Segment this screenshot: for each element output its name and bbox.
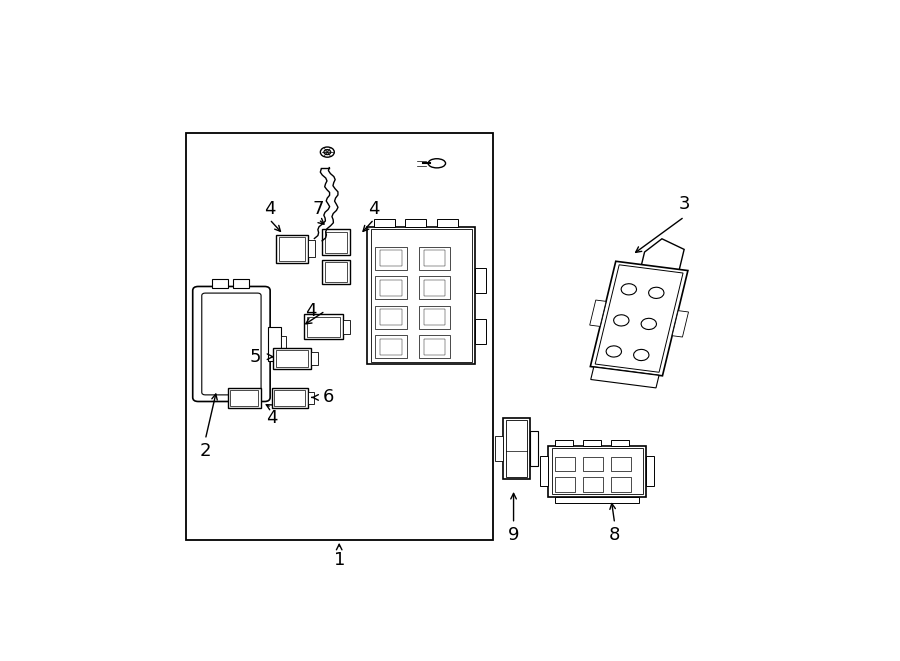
Bar (418, 306, 450, 329)
Circle shape (606, 346, 622, 357)
Bar (381, 251, 402, 266)
Bar (281, 336, 286, 353)
Bar (371, 229, 472, 362)
Bar (611, 477, 631, 492)
Bar (343, 319, 349, 334)
Text: 2: 2 (200, 442, 211, 460)
Bar (268, 327, 281, 361)
Bar (424, 339, 446, 355)
Circle shape (614, 315, 629, 326)
Bar (590, 367, 659, 388)
Bar (555, 457, 575, 471)
Bar (583, 440, 601, 446)
Bar (375, 306, 407, 329)
Bar (552, 448, 643, 494)
Circle shape (649, 288, 664, 298)
Bar (424, 309, 446, 325)
Bar (375, 276, 407, 299)
Text: 9: 9 (508, 526, 519, 544)
Bar (308, 393, 314, 403)
Text: 6: 6 (323, 389, 335, 407)
Bar (418, 247, 450, 270)
Bar (475, 268, 486, 293)
Text: 5: 5 (249, 348, 261, 366)
Bar (583, 477, 603, 492)
Bar (418, 335, 450, 358)
Circle shape (320, 147, 334, 157)
Bar (233, 279, 248, 288)
FancyBboxPatch shape (193, 286, 270, 401)
Circle shape (634, 350, 649, 361)
Bar (307, 317, 340, 337)
Circle shape (324, 149, 331, 155)
Bar (595, 265, 683, 372)
Bar (308, 240, 315, 258)
Bar (274, 390, 305, 406)
Bar (185, 133, 492, 540)
Bar (555, 496, 639, 503)
Bar (228, 388, 261, 408)
Bar (424, 280, 446, 295)
Bar (325, 262, 346, 282)
Circle shape (641, 319, 656, 330)
Bar (273, 348, 311, 369)
Circle shape (621, 284, 636, 295)
Text: 3: 3 (679, 195, 690, 213)
Bar (381, 309, 402, 325)
Bar (475, 319, 486, 344)
Bar (212, 279, 228, 288)
Bar (590, 300, 606, 327)
Bar (367, 227, 475, 364)
Bar (646, 456, 654, 486)
Bar (583, 457, 603, 471)
Bar (276, 235, 308, 262)
Bar (375, 335, 407, 358)
Bar (548, 446, 646, 496)
Text: 8: 8 (609, 526, 620, 544)
Bar (325, 231, 346, 253)
Ellipse shape (428, 159, 446, 168)
Bar (503, 418, 529, 479)
Text: 1: 1 (334, 551, 345, 569)
Bar (540, 456, 548, 486)
FancyBboxPatch shape (202, 293, 261, 395)
Bar (611, 440, 628, 446)
Bar (322, 229, 349, 255)
Bar (418, 276, 450, 299)
Bar (506, 420, 526, 477)
Bar (555, 440, 573, 446)
Bar (590, 261, 688, 376)
Bar (374, 219, 395, 227)
Text: 4: 4 (368, 200, 380, 218)
Bar (529, 430, 538, 466)
Bar (304, 315, 343, 339)
Bar (611, 457, 631, 471)
Bar (436, 219, 458, 227)
Bar (272, 388, 308, 408)
Bar (424, 251, 446, 266)
Text: 4: 4 (264, 200, 275, 218)
Bar (322, 260, 349, 284)
Bar (672, 311, 688, 337)
Text: 4: 4 (305, 302, 317, 320)
Bar (555, 477, 575, 492)
Bar (230, 390, 258, 406)
Bar (381, 280, 402, 295)
Bar (279, 237, 305, 260)
Text: 7: 7 (312, 200, 324, 218)
Bar (381, 339, 402, 355)
Bar (405, 219, 427, 227)
Bar (275, 350, 309, 368)
Bar (375, 247, 407, 270)
Text: 4: 4 (266, 408, 277, 427)
Bar (311, 352, 319, 366)
Bar (495, 436, 503, 461)
